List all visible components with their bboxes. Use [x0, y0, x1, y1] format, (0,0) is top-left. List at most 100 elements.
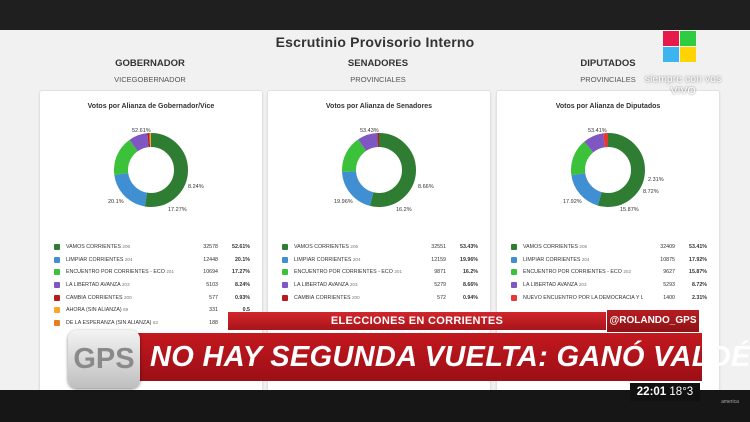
legend-row: LA LIBERTAD AVANZA 203 5279 8.66%: [282, 279, 478, 292]
channel-corner-mark: america: [721, 399, 739, 405]
list-number: 204: [352, 256, 361, 262]
legend-votes: 12159: [431, 256, 446, 263]
donut-slice: [342, 133, 416, 207]
legend-percent: 0.94%: [462, 294, 478, 301]
legend-percent: 8.72%: [691, 282, 707, 289]
legend-name: ENCUENTRO POR CORRIENTES - ECO 201: [294, 269, 403, 276]
panel-title: Votos por Alianza de Diputados: [555, 103, 661, 110]
legend-swatch: [282, 269, 288, 276]
logo-square: [663, 31, 679, 46]
legend-name: VAMOS CORRIENTES 206: [523, 244, 588, 251]
list-number: 203: [349, 282, 358, 288]
legend-row: LA LIBERTAD AVANZA 203 5293 8.72%: [511, 279, 707, 292]
chart-label: 20.1%: [108, 199, 124, 205]
live-label: VIVO: [670, 85, 696, 97]
legend-row: LIMPIAR CORRIENTES 204 10875 17.92%: [511, 254, 707, 267]
legend-name: VAMOS CORRIENTES 206: [66, 244, 131, 251]
donut-slice: [114, 133, 188, 207]
list-number: 200: [123, 294, 132, 300]
legend-percent: 17.27%: [232, 269, 250, 276]
legend-swatch: [282, 256, 288, 263]
legend-name: ENCUENTRO POR CORRIENTES - ECO 201: [66, 269, 175, 276]
chart-label: 52.61%: [132, 128, 151, 134]
legend-row: VAMOS CORRIENTES 206 32551 53.43%: [282, 241, 478, 254]
list-number: 202: [623, 269, 632, 275]
legend-votes: 9871: [434, 269, 446, 276]
logo-square: [680, 47, 696, 62]
legend-percent: 20.1%: [234, 256, 250, 263]
legend-row: LIMPIAR CORRIENTES 204 12448 20.1%: [54, 254, 250, 267]
chart-label: 8.72%: [643, 189, 659, 195]
channel-slogan: siempre con vos VIVO: [628, 73, 738, 97]
list-number: 63: [152, 319, 158, 325]
legend-votes: 188: [209, 319, 218, 326]
column-header-senadores: SENADORES PROVINCIALES: [264, 58, 492, 84]
legend-votes: 32578: [203, 244, 218, 251]
channel-logo: [663, 31, 696, 62]
donut-chart: [342, 133, 416, 207]
social-handle: @ROLANDO_GPS: [607, 310, 699, 332]
column-header-diputados: DIPUTADOS PROVINCIALES: [494, 58, 722, 84]
legend-swatch: [54, 269, 60, 276]
legend-name: CAMBIÁ CORRIENTES 200: [294, 294, 360, 301]
legend-percent: 53.41%: [689, 244, 707, 251]
chart-label: 17.92%: [563, 199, 582, 205]
legend-row: LA LIBERTAD AVANZA 203 5103 8.24%: [54, 279, 250, 292]
legend-votes: 12448: [203, 256, 218, 263]
chart-label: 8.24%: [188, 184, 204, 190]
legend-row: VAMOS CORRIENTES 206 32409 53.41%: [511, 241, 707, 254]
donut-chart: [114, 133, 188, 207]
legend-votes: 572: [437, 294, 446, 301]
donut-slice: [342, 133, 416, 207]
legend-row: CAMBIÁ CORRIENTES 200 577 0.93%: [54, 291, 250, 304]
legend-swatch: [511, 294, 517, 301]
legend-row: DE LA ESPERANZA (SIN ALIANZA) 63 188: [54, 317, 250, 330]
donut-chart: [571, 133, 645, 207]
donut-slice: [114, 133, 188, 207]
legend-percent: 15.87%: [689, 269, 707, 276]
legend-swatch: [282, 294, 288, 301]
chart-label: 17.27%: [168, 207, 187, 213]
legend-percent: 0.93%: [234, 294, 250, 301]
legend-swatch: [54, 294, 60, 301]
legend-swatch: [511, 282, 517, 289]
legend-votes: 32551: [431, 244, 446, 251]
legend: VAMOS CORRIENTES 206 32409 53.41% LIMPIAR C…: [511, 241, 707, 304]
column-heading: SENADORES: [347, 58, 409, 69]
headline-text: NO HAY SEGUNDA VUELTA: GANÓ VALDÉS: [150, 341, 750, 373]
legend-percent: 17.92%: [689, 256, 707, 263]
legend-name: LA LIBERTAD AVANZA 203: [294, 282, 358, 289]
legend-percent: 53.43%: [460, 244, 478, 251]
legend-swatch: [54, 244, 60, 251]
list-number: 204: [124, 256, 133, 262]
legend-row: VAMOS CORRIENTES 206 32578 52.61%: [54, 241, 250, 254]
legend-name: LIMPIAR CORRIENTES 204: [523, 256, 590, 263]
chart-label: 53.41%: [588, 128, 607, 134]
legend-swatch: [511, 244, 517, 251]
chart-label: 19.96%: [334, 199, 353, 205]
legend-votes: 5103: [206, 282, 218, 289]
legend-votes: 1400: [663, 294, 675, 301]
legend: VAMOS CORRIENTES 206 32551 53.43% LIMPIAR C…: [282, 241, 478, 304]
program-logo: GPS: [68, 330, 140, 388]
legend-swatch: [54, 307, 60, 314]
time-text: 22:01: [636, 386, 667, 398]
chart-label: 8.66%: [418, 184, 434, 190]
legend-name: LIMPIAR CORRIENTES 204: [66, 256, 133, 263]
legend-name: LIMPIAR CORRIENTES 204: [294, 256, 361, 263]
chart-label: 16.2%: [396, 207, 412, 213]
legend-votes: 10875: [660, 256, 675, 263]
legend-votes: 9627: [663, 269, 675, 276]
list-number: 201: [394, 269, 403, 275]
legend-swatch: [511, 256, 517, 263]
letterbox-bottom: [0, 390, 750, 422]
list-number: 69: [123, 307, 129, 313]
page-title: Escrutinio Provisorio Interno: [275, 34, 475, 50]
legend-percent: 19.96%: [460, 256, 478, 263]
legend-row: CAMBIÁ CORRIENTES 200 572 0.94%: [282, 291, 478, 304]
list-number: 206: [579, 244, 588, 250]
legend-votes: 5279: [434, 282, 446, 289]
column-subheading: VICEGOBERNADOR: [114, 75, 186, 84]
column-subheading: PROVINCIALES: [580, 75, 636, 84]
legend-votes: 5293: [663, 282, 675, 289]
